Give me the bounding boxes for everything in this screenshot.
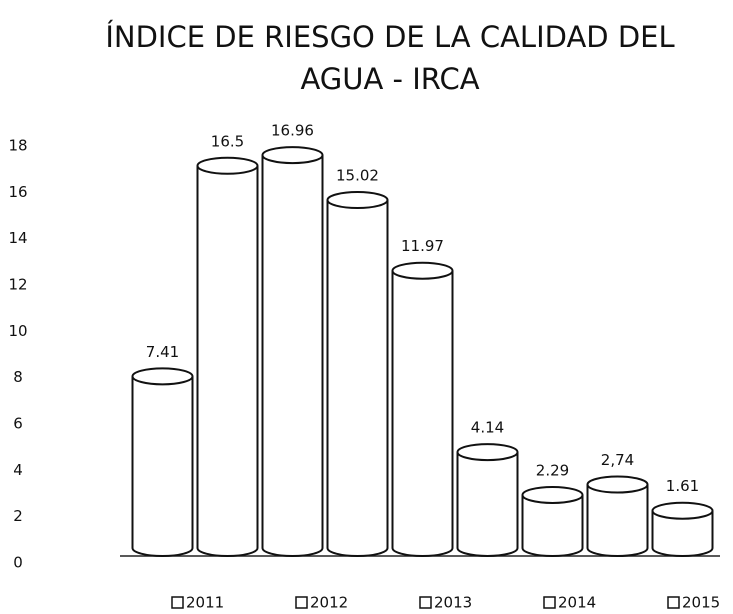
bar (391, 261, 454, 557)
y-tick-label: 6 (13, 415, 23, 433)
legend-label: 2012 (310, 594, 348, 612)
data-label: 2,74 (601, 451, 634, 469)
bar (131, 367, 194, 557)
bar (651, 501, 714, 557)
legend-label: 2015 (682, 594, 720, 612)
data-label: 16.5 (211, 132, 244, 150)
chart-title: ÍNDICE DE RIESGO DE LA CALIDAD DEL AGUA … (105, 20, 675, 96)
legend-swatch (667, 596, 680, 609)
y-tick-label: 8 (13, 368, 23, 386)
y-tick-label: 16 (8, 183, 27, 201)
data-label: 15.02 (336, 167, 379, 185)
legend-swatch (171, 596, 184, 609)
bar (326, 191, 389, 557)
bar (196, 156, 259, 557)
bar (456, 443, 519, 557)
y-tick-label: 0 (13, 554, 23, 572)
data-label: 1.61 (666, 477, 699, 495)
data-label: 4.14 (471, 419, 504, 437)
data-label: 2.29 (536, 461, 569, 479)
bar (586, 475, 649, 557)
y-tick-label: 12 (8, 276, 27, 294)
legend-swatch (419, 596, 432, 609)
data-label: 11.97 (401, 237, 444, 255)
y-tick-label: 2 (13, 507, 23, 525)
y-tick-label: 10 (8, 322, 27, 340)
legend-label: 2011 (186, 594, 224, 612)
bar (521, 485, 584, 557)
y-tick-label: 4 (13, 461, 23, 479)
y-tick-label: 14 (8, 229, 27, 247)
data-label: 7.41 (146, 343, 179, 361)
legend-swatch (295, 596, 308, 609)
data-label: 16.96 (271, 122, 314, 140)
legend-label: 2013 (434, 594, 472, 612)
bar (261, 146, 324, 557)
y-tick-label: 18 (8, 137, 27, 155)
legend-label: 2014 (558, 594, 596, 612)
legend-swatch (543, 596, 556, 609)
